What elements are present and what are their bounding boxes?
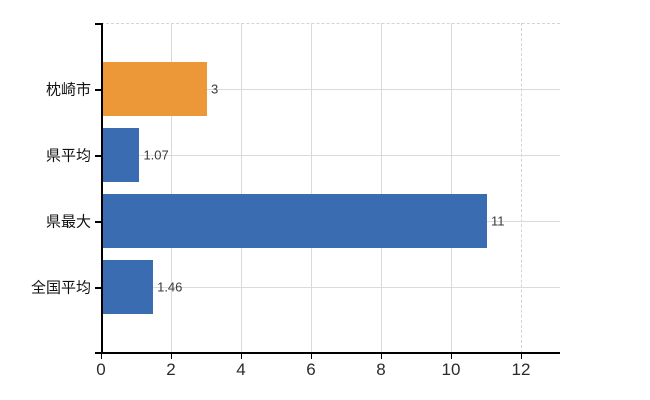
x-tick-label: 4 <box>236 360 246 379</box>
x-axis-tick <box>240 354 242 359</box>
x-axis-tick <box>100 354 102 359</box>
vertical-gridline <box>170 23 172 353</box>
bar-highlight <box>102 62 207 116</box>
x-axis-tick <box>170 354 172 359</box>
x-tick-label: 8 <box>376 360 386 379</box>
bar-value-label: 1.46 <box>157 279 183 295</box>
vertical-gridline <box>380 23 382 353</box>
y-axis-tick <box>95 287 101 289</box>
plot-area: 3 1.07 11 1.46 <box>101 23 560 353</box>
bar-default <box>102 194 487 248</box>
bar-default <box>102 260 154 314</box>
category-label: 全国平均 <box>30 279 91 297</box>
bar-value-label: 11 <box>491 213 505 229</box>
x-axis-tick <box>520 354 522 359</box>
y-axis-tick <box>95 23 101 25</box>
horizontal-gridline <box>101 155 560 156</box>
category-label: 県最大 <box>45 213 91 231</box>
vertical-gridline <box>450 23 452 353</box>
x-tick-label: 12 <box>511 360 531 379</box>
y-axis <box>101 23 103 353</box>
vertical-gridline <box>520 23 522 353</box>
category-label: 県平均 <box>45 147 91 165</box>
y-axis-tick <box>95 89 101 91</box>
x-axis-tick <box>310 354 312 359</box>
x-tick-label: 6 <box>306 360 316 379</box>
x-axis <box>95 352 560 354</box>
horizontal-gridline <box>101 287 560 288</box>
vertical-gridline <box>240 23 242 353</box>
y-axis-tick <box>95 155 101 157</box>
x-tick-label: 2 <box>166 360 176 379</box>
y-axis-tick <box>95 221 101 223</box>
vertical-gridline <box>310 23 312 353</box>
plot-top-gridline <box>101 23 560 24</box>
x-axis-tick <box>380 354 382 359</box>
bar-value-label: 3 <box>211 81 219 97</box>
x-axis-tick <box>450 354 452 359</box>
bar-default <box>102 128 140 182</box>
x-tick-label: 0 <box>96 360 106 379</box>
x-tick-label: 10 <box>441 360 461 379</box>
bar-value-label: 1.07 <box>143 147 169 163</box>
category-label: 枕崎市 <box>45 81 91 99</box>
horizontal-gridline <box>101 89 560 90</box>
